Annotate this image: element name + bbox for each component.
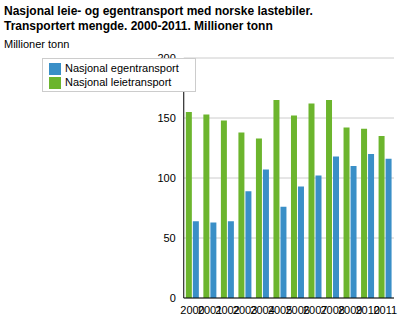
svg-text:0: 0 (170, 292, 176, 304)
svg-text:50: 50 (164, 232, 176, 244)
svg-text:2002: 2002 (215, 303, 240, 316)
html-text:Nasjonal egentransport: Nasjonal egentransport (65, 62, 179, 74)
svg-text:2005: 2005 (267, 303, 293, 316)
svg-text:100: 100 (157, 172, 175, 184)
html-text:Millioner tonn: Millioner tonn (4, 38, 70, 50)
svg-text:2001: 2001 (197, 303, 223, 316)
svg-text:2003: 2003 (232, 303, 258, 316)
svg-text:2000: 2000 (180, 303, 205, 316)
svg-text:2007: 2007 (302, 303, 328, 316)
svg-text:150: 150 (157, 112, 175, 124)
svg-text:2009: 2009 (338, 303, 363, 316)
svg-text:2010: 2010 (355, 303, 380, 316)
svg-text:2004: 2004 (250, 303, 275, 316)
svg-text:2006: 2006 (285, 303, 310, 316)
html-text:Nasjonal leie- og egentranspor: Nasjonal leie- og egentransport med nors… (4, 4, 313, 33)
svg-text:2008: 2008 (320, 303, 345, 316)
svg-text:200: 200 (157, 52, 175, 64)
html-text:Nasjonal leietransport: Nasjonal leietransport (65, 76, 172, 89)
svg-text:2011: 2011 (373, 304, 392, 316)
